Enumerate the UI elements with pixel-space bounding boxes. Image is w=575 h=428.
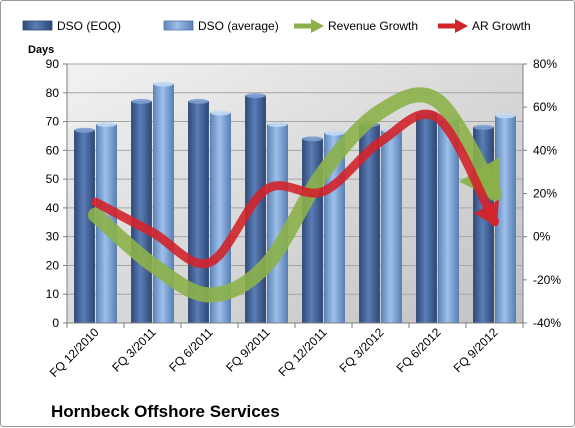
bar-top-dso-eoq-fq-9-2011 <box>246 93 266 98</box>
y-tick-label-80: 80 <box>46 86 60 100</box>
bar-top-dso-average-fq-9-2011 <box>268 122 288 127</box>
legend: DSO (EOQ) DSO (average) Revenue Growth A… <box>23 19 531 33</box>
y-tick-label-40: 40 <box>46 201 60 215</box>
bar-dso-eoq-fq-6-2012 <box>417 113 437 323</box>
y2-tick-label-20: -20% <box>533 273 561 287</box>
y2-tick-label-40: -40% <box>533 316 561 330</box>
x-tick-label-fq-12-2011: FQ 12/2011 <box>276 325 330 379</box>
y2-axis-ticks: -40% -20% 0% 20% 40% 60% 80% <box>523 57 561 330</box>
bar-dso-average-fq-3-2011 <box>154 84 174 323</box>
bar-top-dso-average-fq-9-2012 <box>496 113 516 118</box>
x-tick-label-fq-9-2011: FQ 9/2011 <box>223 325 273 375</box>
legend-swatch-dso-average <box>164 21 193 30</box>
x-tick-label-fq-3-2011: FQ 3/2011 <box>109 325 159 375</box>
legend-arrow-ar-growth <box>438 19 468 33</box>
bar-top-dso-eoq-fq-3-2011 <box>132 99 152 104</box>
bar-dso-average-fq-9-2012 <box>496 116 516 323</box>
bar-top-dso-eoq-fq-6-2011 <box>189 99 209 104</box>
y-tick-label-50: 50 <box>46 172 60 186</box>
legend-swatch-dso-eoq <box>23 21 52 30</box>
bar-top-dso-average-fq-6-2011 <box>211 110 231 115</box>
legend-label-dso-eoq: DSO (EOQ) <box>57 19 121 33</box>
legend-label-revenue-growth: Revenue Growth <box>328 19 418 33</box>
y-tick-label-60: 60 <box>46 143 60 157</box>
x-tick-label-fq-9-2012: FQ 9/2012 <box>451 325 501 375</box>
x-tick-label-fq-12-2010: FQ 12/2010 <box>47 325 102 380</box>
bar-dso-average-fq-3-2012 <box>382 130 402 323</box>
y-tick-label-0: 0 <box>52 316 59 330</box>
bar-dso-eoq-fq-12-2010 <box>75 130 95 323</box>
company-name: Hornbeck Offshore Services <box>51 402 280 421</box>
y-axis-title: Days <box>28 44 54 56</box>
bar-top-dso-eoq-fq-12-2010 <box>75 128 95 133</box>
x-tick-label-fq-6-2012: FQ 6/2012 <box>394 325 444 375</box>
bar-dso-eoq-fq-3-2011 <box>132 101 152 323</box>
bar-top-dso-eoq-fq-12-2011 <box>303 136 323 141</box>
y-tick-label-20: 20 <box>46 258 60 272</box>
legend-label-ar-growth: AR Growth <box>472 19 531 33</box>
legend-arrow-revenue-growth <box>294 19 324 33</box>
y-tick-label-90: 90 <box>46 57 60 71</box>
y2-tick-label-20: 20% <box>533 187 557 201</box>
x-tick-label-fq-6-2011: FQ 6/2011 <box>166 325 216 375</box>
y2-tick-label-60: 60% <box>533 100 557 114</box>
bar-top-dso-average-fq-3-2011 <box>154 82 174 87</box>
legend-label-dso-average: DSO (average) <box>198 19 279 33</box>
bar-top-dso-average-fq-12-2011 <box>325 131 345 136</box>
y-axis-ticks: 0 10 20 30 40 50 60 70 80 90 <box>46 57 67 330</box>
y2-tick-label-40: 40% <box>533 143 557 157</box>
x-tick-label-fq-3-2012: FQ 3/2012 <box>337 325 387 375</box>
bar-top-dso-eoq-fq-9-2012 <box>474 125 494 130</box>
y-tick-label-70: 70 <box>46 115 60 129</box>
y-tick-label-10: 10 <box>46 287 60 301</box>
y2-tick-label-0: 0% <box>533 230 551 244</box>
y-tick-label-30: 30 <box>46 230 60 244</box>
y2-tick-label-80: 80% <box>533 57 557 71</box>
bar-top-dso-average-fq-12-2010 <box>97 122 117 127</box>
